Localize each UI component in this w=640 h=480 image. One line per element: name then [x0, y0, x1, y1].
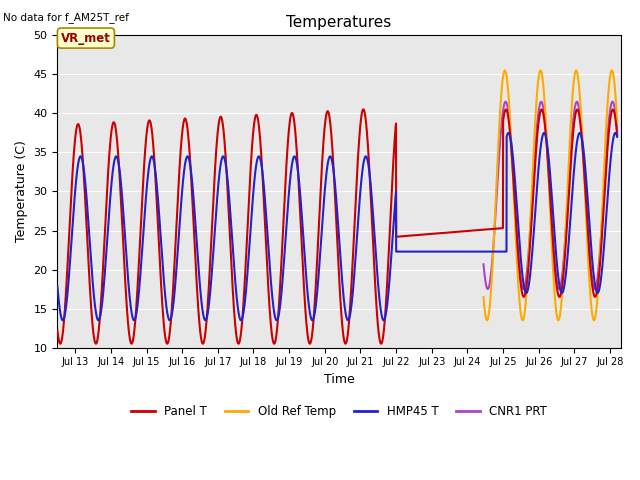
Title: Temperatures: Temperatures: [287, 15, 392, 30]
Y-axis label: Temperature (C): Temperature (C): [15, 141, 28, 242]
X-axis label: Time: Time: [324, 373, 355, 386]
Legend: Panel T, Old Ref Temp, HMP45 T, CNR1 PRT: Panel T, Old Ref Temp, HMP45 T, CNR1 PRT: [126, 400, 552, 423]
Text: VR_met: VR_met: [61, 32, 111, 45]
Text: No data for f_AM25T_ref: No data for f_AM25T_ref: [3, 12, 129, 23]
